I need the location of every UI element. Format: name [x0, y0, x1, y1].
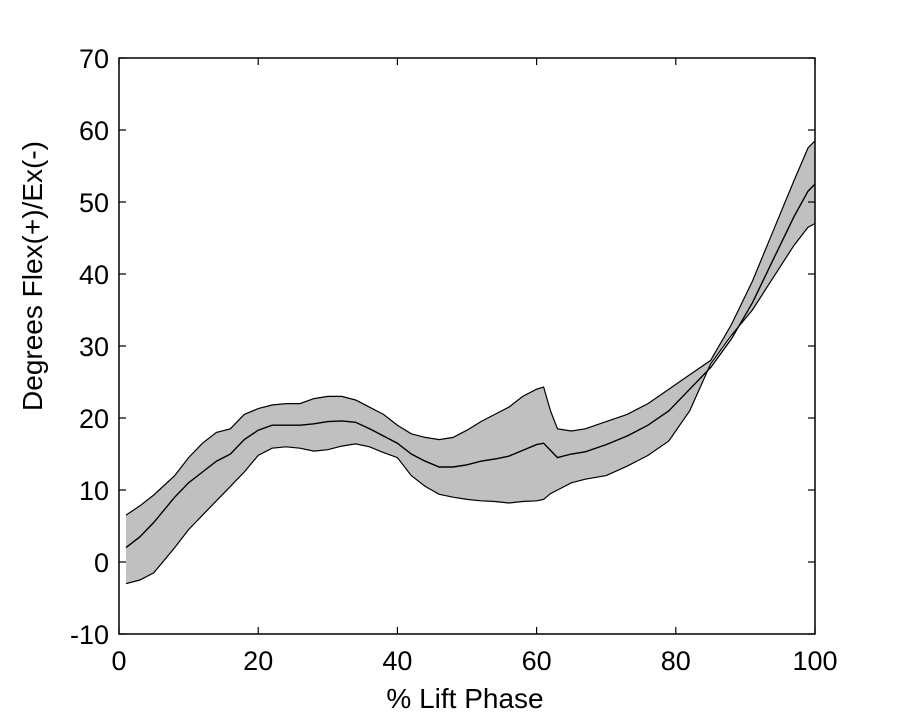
y-tick-label: 70	[79, 44, 109, 74]
y-tick-label: 10	[79, 476, 109, 506]
x-tick-label: 80	[661, 646, 691, 676]
x-tick-label: 60	[522, 646, 552, 676]
y-tick-label: 20	[79, 404, 109, 434]
lower-bound-line	[125, 223, 816, 585]
y-tick-label: -10	[70, 620, 109, 650]
y-tick-label: 50	[79, 188, 109, 218]
x-tick-label: 40	[382, 646, 412, 676]
plot-layer	[125, 140, 816, 585]
y-tick-label: 40	[79, 260, 109, 290]
x-tick-label: 0	[111, 646, 126, 676]
x-axis-title: % Lift Phase	[386, 683, 543, 714]
y-tick-label: 60	[79, 116, 109, 146]
mean-line	[125, 183, 816, 549]
y-tick-label: 0	[94, 548, 109, 578]
upper-bound-line	[125, 140, 816, 516]
sd-band	[126, 140, 815, 584]
y-axis-title: Degrees Flex(+)/Ex(-)	[17, 141, 48, 411]
x-tick-label: 20	[243, 646, 273, 676]
y-tick-label: 30	[79, 332, 109, 362]
x-tick-label: 100	[792, 646, 837, 676]
